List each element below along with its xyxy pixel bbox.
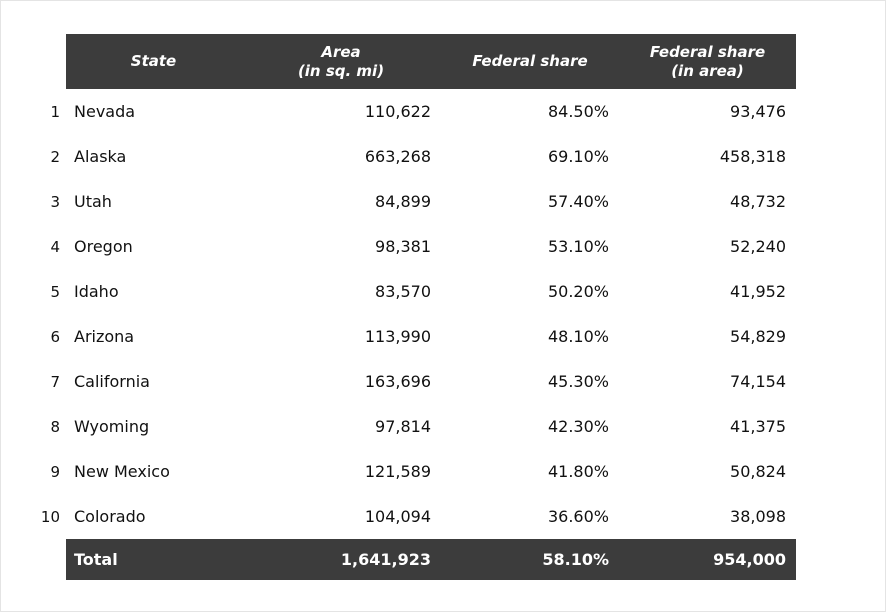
table-row: 7 California 163,696 45.30% 74,154 [36, 359, 796, 404]
row-state: New Mexico [74, 462, 170, 481]
row-federal-share-area: 74,154 [730, 372, 786, 391]
table-body: 1 Nevada 110,622 84.50% 93,476 2 Alaska … [36, 89, 796, 539]
row-area: 84,899 [375, 192, 431, 211]
row-area: 104,094 [364, 507, 431, 526]
total-area: 1,641,923 [241, 539, 441, 580]
row-area: 98,381 [375, 237, 431, 256]
row-state: Nevada [74, 102, 136, 121]
table-row: 8 Wyoming 97,814 42.30% 41,375 [36, 404, 796, 449]
row-federal-share-area: 50,824 [730, 462, 786, 481]
row-area: 163,696 [364, 372, 431, 391]
row-federal-share-area: 41,375 [730, 417, 786, 436]
table-row: 3 Utah 84,899 57.40% 48,732 [36, 179, 796, 224]
row-rank: 6 [50, 327, 60, 346]
table-row: 5 Idaho 83,570 50.20% 41,952 [36, 269, 796, 314]
table-row: 2 Alaska 663,268 69.10% 458,318 [36, 134, 796, 179]
row-federal-share-area: 52,240 [730, 237, 786, 256]
row-rank: 1 [50, 102, 60, 121]
row-rank: 7 [50, 372, 60, 391]
header-area: Area (in sq. mi) [241, 34, 441, 89]
table-row: 10 Colorado 104,094 36.60% 38,098 [36, 494, 796, 539]
table-row: 4 Oregon 98,381 53.10% 52,240 [36, 224, 796, 269]
row-rank: 9 [50, 462, 60, 481]
row-state: Utah [74, 192, 112, 211]
row-state: Arizona [74, 327, 135, 346]
row-area: 83,570 [375, 282, 431, 301]
federal-land-table: State Area (in sq. mi) Federal share Fed… [36, 34, 796, 580]
row-federal-share: 57.40% [547, 192, 609, 211]
row-state: Oregon [74, 237, 133, 256]
row-area: 110,622 [364, 102, 431, 121]
row-rank: 5 [50, 282, 60, 301]
row-federal-share-area: 48,732 [730, 192, 786, 211]
row-federal-share-area: 458,318 [719, 147, 786, 166]
row-area: 113,990 [364, 327, 431, 346]
table-row: 6 Arizona 113,990 48.10% 54,829 [36, 314, 796, 359]
row-area: 121,589 [364, 462, 431, 481]
row-federal-share-area: 41,952 [730, 282, 786, 301]
total-federal-share-area: 954,000 [619, 539, 796, 580]
row-federal-share-area: 38,098 [730, 507, 786, 526]
table-row: 9 New Mexico 121,589 41.80% 50,824 [36, 449, 796, 494]
row-state: Alaska [74, 147, 127, 166]
row-federal-share: 69.10% [547, 147, 609, 166]
row-state: Wyoming [74, 417, 150, 436]
total-federal-share: 58.10% [441, 539, 619, 580]
row-federal-share: 84.50% [547, 102, 609, 121]
table-header-row: State Area (in sq. mi) Federal share Fed… [36, 34, 796, 89]
total-label: Total [66, 539, 241, 580]
total-gutter-cell [36, 539, 66, 580]
row-federal-share: 42.30% [547, 417, 609, 436]
row-rank: 10 [40, 507, 60, 526]
row-area: 97,814 [375, 417, 431, 436]
table-row: 1 Nevada 110,622 84.50% 93,476 [36, 89, 796, 134]
row-federal-share: 41.80% [547, 462, 609, 481]
row-state: Idaho [74, 282, 119, 301]
row-rank: 8 [50, 417, 60, 436]
header-state: State [66, 34, 241, 89]
row-federal-share: 53.10% [547, 237, 609, 256]
header-federal-share-area: Federal share (in area) [619, 34, 796, 89]
header-gutter-cell [36, 34, 66, 89]
row-rank: 3 [50, 192, 60, 211]
row-federal-share-area: 54,829 [730, 327, 786, 346]
row-federal-share: 36.60% [547, 507, 609, 526]
row-rank: 4 [50, 237, 60, 256]
row-state: Colorado [74, 507, 146, 526]
row-federal-share: 48.10% [547, 327, 609, 346]
row-federal-share: 45.30% [547, 372, 609, 391]
row-federal-share-area: 93,476 [730, 102, 786, 121]
row-rank: 2 [50, 147, 60, 166]
table-total-row: Total 1,641,923 58.10% 954,000 [36, 539, 796, 580]
row-federal-share: 50.20% [547, 282, 609, 301]
row-state: California [74, 372, 150, 391]
header-federal-share: Federal share [441, 34, 619, 89]
row-area: 663,268 [364, 147, 431, 166]
